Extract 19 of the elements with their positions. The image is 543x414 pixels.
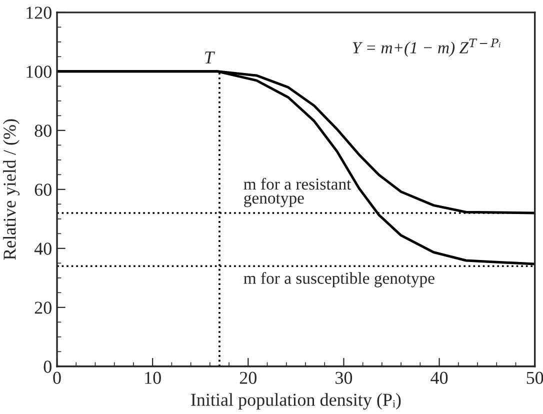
y-tick-label: 120: [26, 6, 52, 19]
x-tick-label: 30: [336, 372, 352, 384]
x-axis-title: Initial population density (Pᵢ): [191, 393, 401, 410]
x-tick-label: 50: [526, 372, 543, 384]
y-tick-label: 0: [44, 360, 52, 373]
y-tick-label: 40: [34, 242, 52, 255]
annotation: T: [205, 52, 215, 64]
ref-line-label: m for a resistant genotype: [244, 178, 352, 208]
y-axis-title: Relative yield / (%): [3, 119, 20, 260]
x-tick-label: 20: [240, 372, 256, 384]
y-tick-label: 60: [34, 184, 52, 196]
y-tick-label: 20: [34, 302, 52, 314]
y-tick-label: 100: [26, 66, 52, 78]
x-tick-label: 0: [53, 372, 61, 384]
ref-line-label: m for a susceptible genotype: [244, 272, 434, 288]
y-tick-label: 80: [34, 124, 52, 137]
annotation: Y = m+(1 − m) Z$^{T−Pᵢ}$: [352, 38, 500, 57]
x-tick-label: 10: [145, 372, 161, 384]
x-tick-label: 40: [430, 372, 448, 384]
